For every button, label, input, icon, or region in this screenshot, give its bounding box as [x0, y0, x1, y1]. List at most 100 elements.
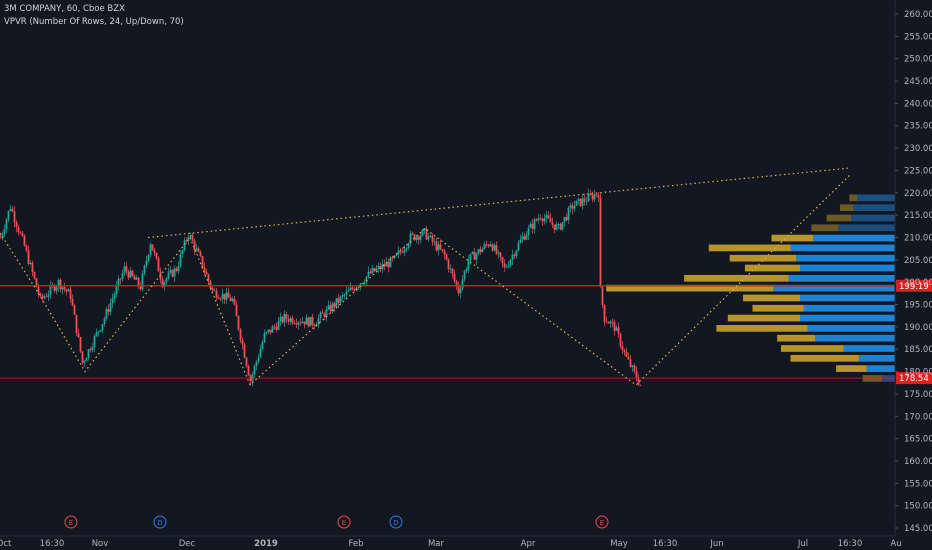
profile-bar-down [606, 284, 774, 292]
candle-body [273, 326, 276, 328]
candle-body [97, 331, 100, 333]
earnings-marker[interactable]: E [595, 515, 609, 529]
profile-bar-up [838, 224, 895, 232]
candle-body [551, 222, 554, 225]
candle-body [167, 272, 170, 279]
price-tick-label: 210.00 [904, 233, 932, 243]
candle-body [433, 241, 436, 243]
candle-body [269, 329, 272, 333]
candle-body [231, 298, 234, 302]
time-tick-label: 2019 [254, 539, 278, 549]
candle-body [303, 321, 306, 325]
price-axis[interactable]: 260.00 255.00 250.00 245.00 240.00 235.00 230.… [894, 0, 932, 536]
candle-body [403, 249, 406, 253]
candle-body [347, 290, 350, 292]
candle-body [183, 240, 186, 251]
candle-body [563, 217, 566, 223]
trend-line[interactable] [147, 167, 849, 239]
candle-body [189, 235, 192, 237]
candle-body [351, 287, 354, 290]
price-tick-label: 145.00 [904, 524, 932, 534]
candle-body [523, 236, 526, 240]
candle-body [295, 323, 298, 325]
indicator-label[interactable]: VPVR (Number Of Rows, 24, Up/Down, 70) [4, 17, 184, 27]
candle-body [389, 257, 392, 268]
candle-body [21, 233, 24, 236]
dividend-marker[interactable]: D [389, 515, 403, 529]
candle-body [49, 285, 52, 295]
candle-body [505, 266, 508, 268]
candle-body [589, 193, 592, 195]
candle-body [501, 257, 504, 264]
candle-body [311, 316, 314, 325]
candle-body [509, 259, 512, 266]
candle-body [233, 298, 236, 305]
candle-body [525, 234, 528, 240]
candle-body [407, 244, 410, 248]
dividend-marker[interactable]: D [153, 515, 167, 529]
candle-body [121, 273, 124, 280]
profile-bar-down [811, 224, 838, 232]
symbol-title[interactable]: 3M COMPANY, 60, Cboe BZX [4, 4, 125, 14]
candle-body [277, 321, 280, 330]
earnings-marker[interactable]: E [337, 515, 351, 529]
time-tick-label: Feb [348, 539, 363, 549]
earnings-marker[interactable]: E [64, 515, 78, 529]
candle-body [5, 219, 8, 230]
candle-body [39, 294, 42, 296]
candle-body [27, 250, 30, 264]
candle-body [257, 357, 260, 362]
profile-bar-up [843, 345, 895, 352]
candle-body [99, 330, 102, 332]
profile-bar-up [800, 264, 895, 272]
profile-bar-down [777, 334, 816, 342]
candle-body [61, 287, 64, 290]
profile-bar-up [800, 294, 895, 302]
candle-body [9, 208, 12, 211]
candle-body [137, 277, 140, 286]
candle-body [195, 248, 198, 250]
candle-body [607, 322, 610, 324]
candle-body [497, 252, 500, 254]
profile-bar-down [826, 214, 852, 222]
candle-body [359, 283, 362, 287]
candle-body [225, 292, 228, 300]
profile-bar-up [857, 194, 895, 202]
candle-body [591, 194, 594, 200]
profile-bar-down [771, 234, 814, 242]
candle-body [481, 248, 484, 253]
candle-body [241, 340, 244, 345]
candle-body [237, 316, 240, 330]
candle-body [479, 249, 482, 253]
candle-body [179, 253, 182, 267]
candle-body [637, 378, 640, 385]
time-axis[interactable]: Oct 16:30 Nov Dec 2019 Feb Mar Apr May 16:30 Jun Ju… [0, 535, 902, 549]
price-tick-label: 245.00 [904, 77, 932, 87]
candle-body [461, 279, 464, 289]
candle-body [397, 250, 400, 255]
candle-body [67, 289, 70, 292]
candle-body [313, 324, 316, 327]
profile-bar-down [729, 254, 797, 262]
candle-body [401, 251, 404, 253]
candle-body [379, 265, 382, 270]
candle-body [271, 326, 274, 333]
trend-line[interactable] [0, 174, 851, 386]
candle-body [447, 259, 450, 270]
profile-bar-up [853, 204, 895, 212]
candle-body [441, 249, 444, 251]
candle-body [357, 286, 360, 288]
candle-body [285, 313, 288, 320]
candle-body [613, 322, 616, 331]
price-tick-label: 185.00 [904, 345, 932, 355]
candle-body [321, 312, 324, 314]
candle-body [151, 244, 154, 251]
candle-body [475, 253, 478, 260]
candle-body [83, 361, 86, 363]
price-tick-label: 155.00 [904, 479, 932, 489]
price-tick-label: 260.00 [904, 10, 932, 20]
candle-body [393, 255, 396, 259]
candle-body [319, 312, 322, 319]
